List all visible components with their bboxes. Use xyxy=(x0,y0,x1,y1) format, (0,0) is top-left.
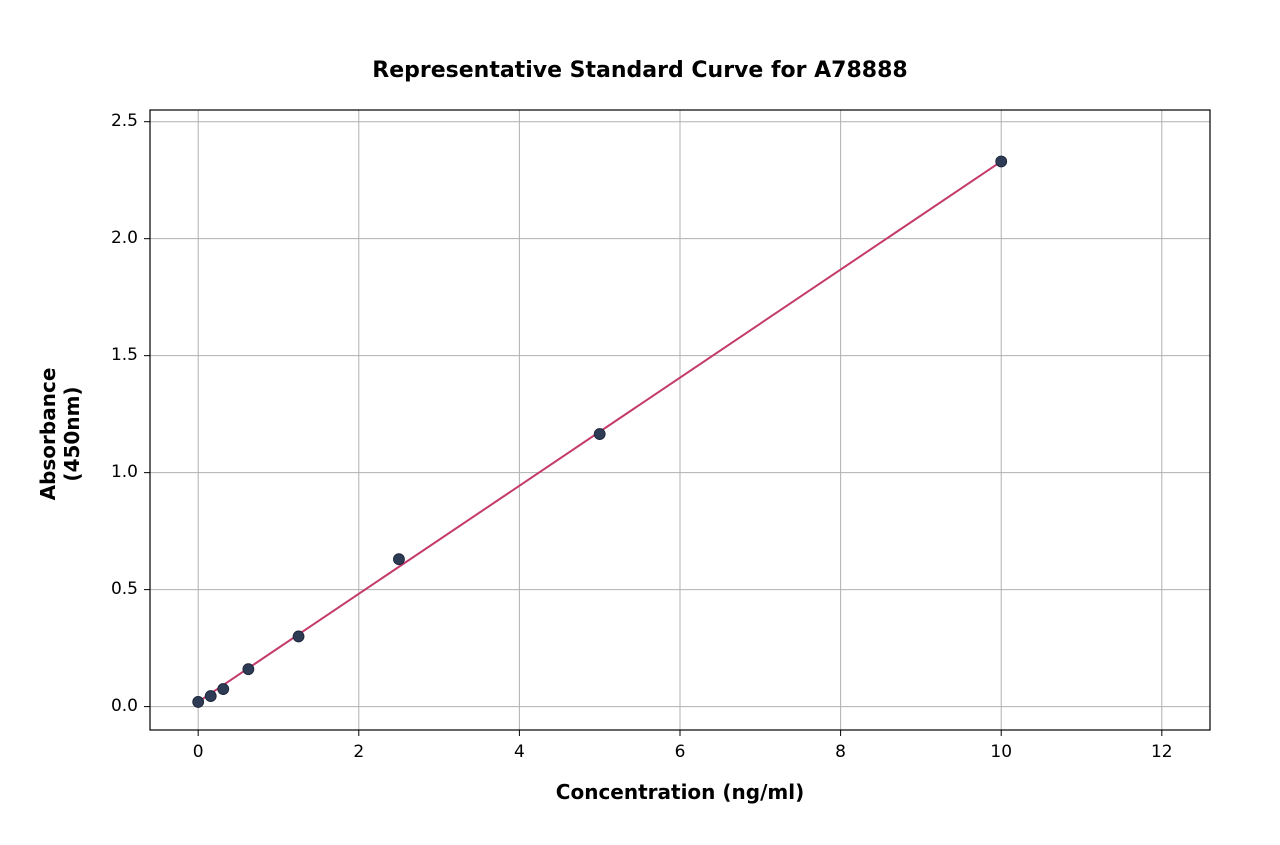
y-tick-label: 0.5 xyxy=(90,579,138,599)
data-point xyxy=(205,691,216,702)
x-tick-label: 6 xyxy=(650,742,710,762)
y-axis-label-text: Absorbance (450nm) xyxy=(36,368,84,501)
data-point xyxy=(218,684,229,695)
y-tick-label: 2.5 xyxy=(90,111,138,131)
x-tick-label: 10 xyxy=(971,742,1031,762)
data-point xyxy=(393,554,404,565)
data-point xyxy=(996,156,1007,167)
x-axis-label: Concentration (ng/ml) xyxy=(150,780,1210,804)
y-tick-label: 2.0 xyxy=(90,228,138,248)
y-tick-label: 1.0 xyxy=(90,462,138,482)
data-point xyxy=(193,696,204,707)
y-tick-label: 0.0 xyxy=(90,696,138,716)
data-point xyxy=(594,429,605,440)
x-tick-label: 12 xyxy=(1132,742,1192,762)
x-axis-label-text: Concentration (ng/ml) xyxy=(556,780,804,804)
y-tick-label: 1.5 xyxy=(90,345,138,365)
x-tick-label: 2 xyxy=(329,742,389,762)
data-point xyxy=(243,664,254,675)
y-axis-label: Absorbance (450nm) xyxy=(36,334,84,534)
x-tick-label: 4 xyxy=(489,742,549,762)
x-tick-label: 0 xyxy=(168,742,228,762)
chart-container: Representative Standard Curve for A78888… xyxy=(0,0,1280,845)
chart-svg xyxy=(0,0,1280,845)
x-tick-label: 8 xyxy=(811,742,871,762)
data-point xyxy=(293,631,304,642)
